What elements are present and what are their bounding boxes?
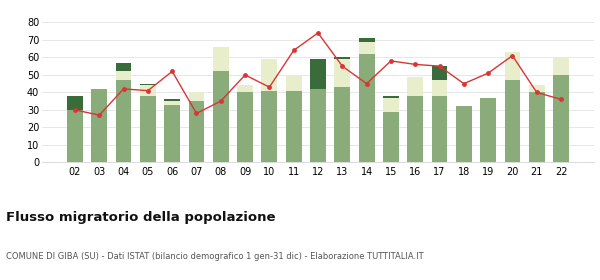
Bar: [431, 96, 448, 162]
Bar: [188, 101, 205, 162]
Bar: [164, 105, 180, 162]
Bar: [383, 112, 399, 162]
Bar: [480, 98, 496, 162]
Bar: [334, 57, 350, 59]
Bar: [237, 85, 253, 92]
Bar: [116, 80, 131, 162]
Bar: [407, 77, 423, 96]
Bar: [407, 96, 423, 162]
Bar: [164, 101, 180, 105]
Bar: [310, 59, 326, 89]
Bar: [67, 110, 83, 162]
Bar: [237, 92, 253, 162]
Bar: [553, 75, 569, 162]
Bar: [431, 80, 448, 96]
Bar: [286, 91, 302, 162]
Bar: [505, 80, 520, 162]
Bar: [359, 38, 374, 42]
Bar: [431, 66, 448, 80]
Bar: [164, 99, 180, 101]
Bar: [262, 91, 277, 162]
Bar: [383, 98, 399, 112]
Bar: [359, 42, 374, 54]
Bar: [188, 92, 205, 101]
Bar: [359, 54, 374, 162]
Bar: [310, 89, 326, 162]
Bar: [505, 52, 520, 80]
Bar: [383, 96, 399, 98]
Bar: [529, 92, 545, 162]
Bar: [262, 59, 277, 91]
Bar: [334, 59, 350, 87]
Bar: [286, 75, 302, 91]
Bar: [456, 106, 472, 162]
Bar: [91, 89, 107, 162]
Text: COMUNE DI GIBA (SU) - Dati ISTAT (bilancio demografico 1 gen-31 dic) - Elaborazi: COMUNE DI GIBA (SU) - Dati ISTAT (bilanc…: [6, 252, 424, 261]
Bar: [67, 96, 83, 110]
Bar: [213, 71, 229, 162]
Text: Flusso migratorio della popolazione: Flusso migratorio della popolazione: [6, 211, 275, 224]
Bar: [140, 96, 156, 162]
Bar: [334, 87, 350, 162]
Bar: [116, 63, 131, 71]
Bar: [529, 85, 545, 92]
Bar: [213, 47, 229, 71]
Bar: [140, 84, 156, 85]
Bar: [553, 57, 569, 75]
Bar: [140, 85, 156, 96]
Bar: [116, 71, 131, 80]
